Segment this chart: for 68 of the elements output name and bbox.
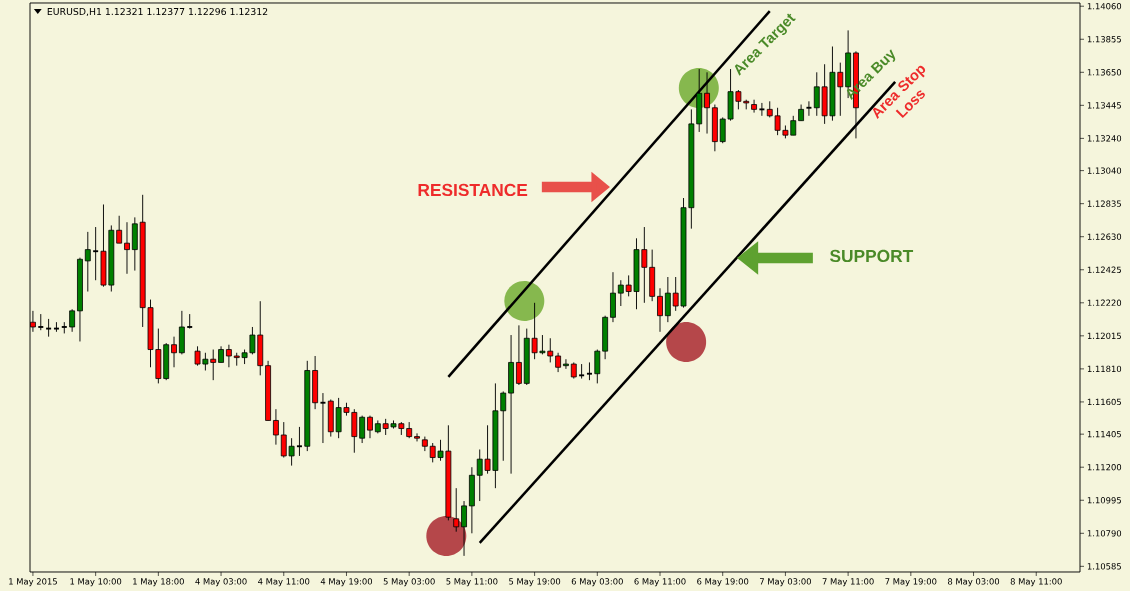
y-tick-label: 1.13040 <box>1087 167 1122 174</box>
x-tick-label: 8 May 11:00 <box>1010 578 1062 587</box>
y-tick-label: 1.13650 <box>1087 69 1122 76</box>
candlestick <box>124 221 130 275</box>
candlestick <box>359 415 366 444</box>
x-tick-label: 1 May 18:00 <box>133 578 184 587</box>
annotation: SUPPORT <box>829 249 914 263</box>
candlestick <box>704 71 710 135</box>
x-tick-label: 5 May 11:00 <box>446 578 498 587</box>
candlestick <box>751 99 757 114</box>
candlestick <box>758 102 766 117</box>
annotation: RESISTANCE <box>418 183 528 197</box>
candlestick <box>578 363 586 380</box>
candlestick <box>171 336 177 368</box>
candlestick <box>37 313 45 331</box>
x-tick-label: 7 May 11:00 <box>822 578 874 587</box>
candlestick <box>664 276 671 323</box>
y-tick-label: 1.12835 <box>1087 200 1121 207</box>
y-tick-label: 1.13240 <box>1087 135 1122 142</box>
y-tick-label: 1.12220 <box>1087 299 1122 306</box>
x-tick-label: 4 May 11:00 <box>258 578 310 587</box>
candlestick <box>225 344 232 368</box>
y-tick-label: 1.14060 <box>1087 3 1122 10</box>
y-tick-label: 1.12630 <box>1087 233 1122 240</box>
candlestick <box>516 324 522 386</box>
candlestick <box>657 287 663 333</box>
y-tick-label: 1.11605 <box>1087 398 1121 406</box>
candlestick <box>92 226 100 281</box>
y-tick-label: 1.13855 <box>1087 36 1121 43</box>
x-tick-label: 8 May 03:00 <box>947 578 1000 587</box>
x-tick-label: 5 May 03:00 <box>383 578 435 587</box>
candlestick <box>69 308 76 333</box>
candlestick <box>186 313 194 330</box>
x-tick-label: 5 May 19:00 <box>509 578 561 587</box>
candlestick <box>555 352 562 373</box>
candlestick <box>116 215 123 244</box>
candlestick <box>45 318 53 338</box>
y-tick-label: 1.11810 <box>1087 365 1122 373</box>
y-tick-label: 1.13445 <box>1087 102 1121 109</box>
y-tick-label: 1.12425 <box>1087 266 1121 273</box>
candlestick <box>273 408 279 446</box>
x-tick-label: 7 May 03:00 <box>759 578 811 587</box>
candlestick <box>295 426 303 457</box>
candlestick <box>586 361 593 381</box>
y-tick-label: 1.12015 <box>1087 332 1121 340</box>
x-tick-label: 1 May 10:00 <box>70 578 122 587</box>
y-tick-label: 1.10790 <box>1087 530 1122 537</box>
candlestick <box>453 487 460 533</box>
y-tick-label: 1.11200 <box>1087 464 1122 471</box>
x-tick-label: 7 May 19:00 <box>885 578 937 587</box>
candlestick <box>367 415 373 439</box>
x-tick-label: 4 May 03:00 <box>195 578 247 587</box>
candlestick <box>461 500 467 557</box>
x-tick-label: 6 May 03:00 <box>571 578 623 587</box>
y-tick-label: 1.10585 <box>1087 563 1121 570</box>
candlestick <box>414 432 420 442</box>
x-tick-label: 6 May 19:00 <box>697 578 749 587</box>
candlestick <box>594 349 601 384</box>
y-tick-label: 1.10995 <box>1087 497 1121 504</box>
candlestick <box>319 392 327 444</box>
candlestick <box>84 231 91 292</box>
y-tick-label: 1.11405 <box>1087 430 1121 438</box>
x-tick-label: 6 May 11:00 <box>634 578 686 587</box>
x-tick-label: 1 May 2015 <box>9 578 57 587</box>
x-tick-label: 4 May 19:00 <box>320 578 373 587</box>
candlestick <box>563 358 569 370</box>
candlestick <box>805 100 813 117</box>
chart-title: EURUSD,H1 1.12321 1.12377 1.12296 1.12312 <box>47 7 268 16</box>
